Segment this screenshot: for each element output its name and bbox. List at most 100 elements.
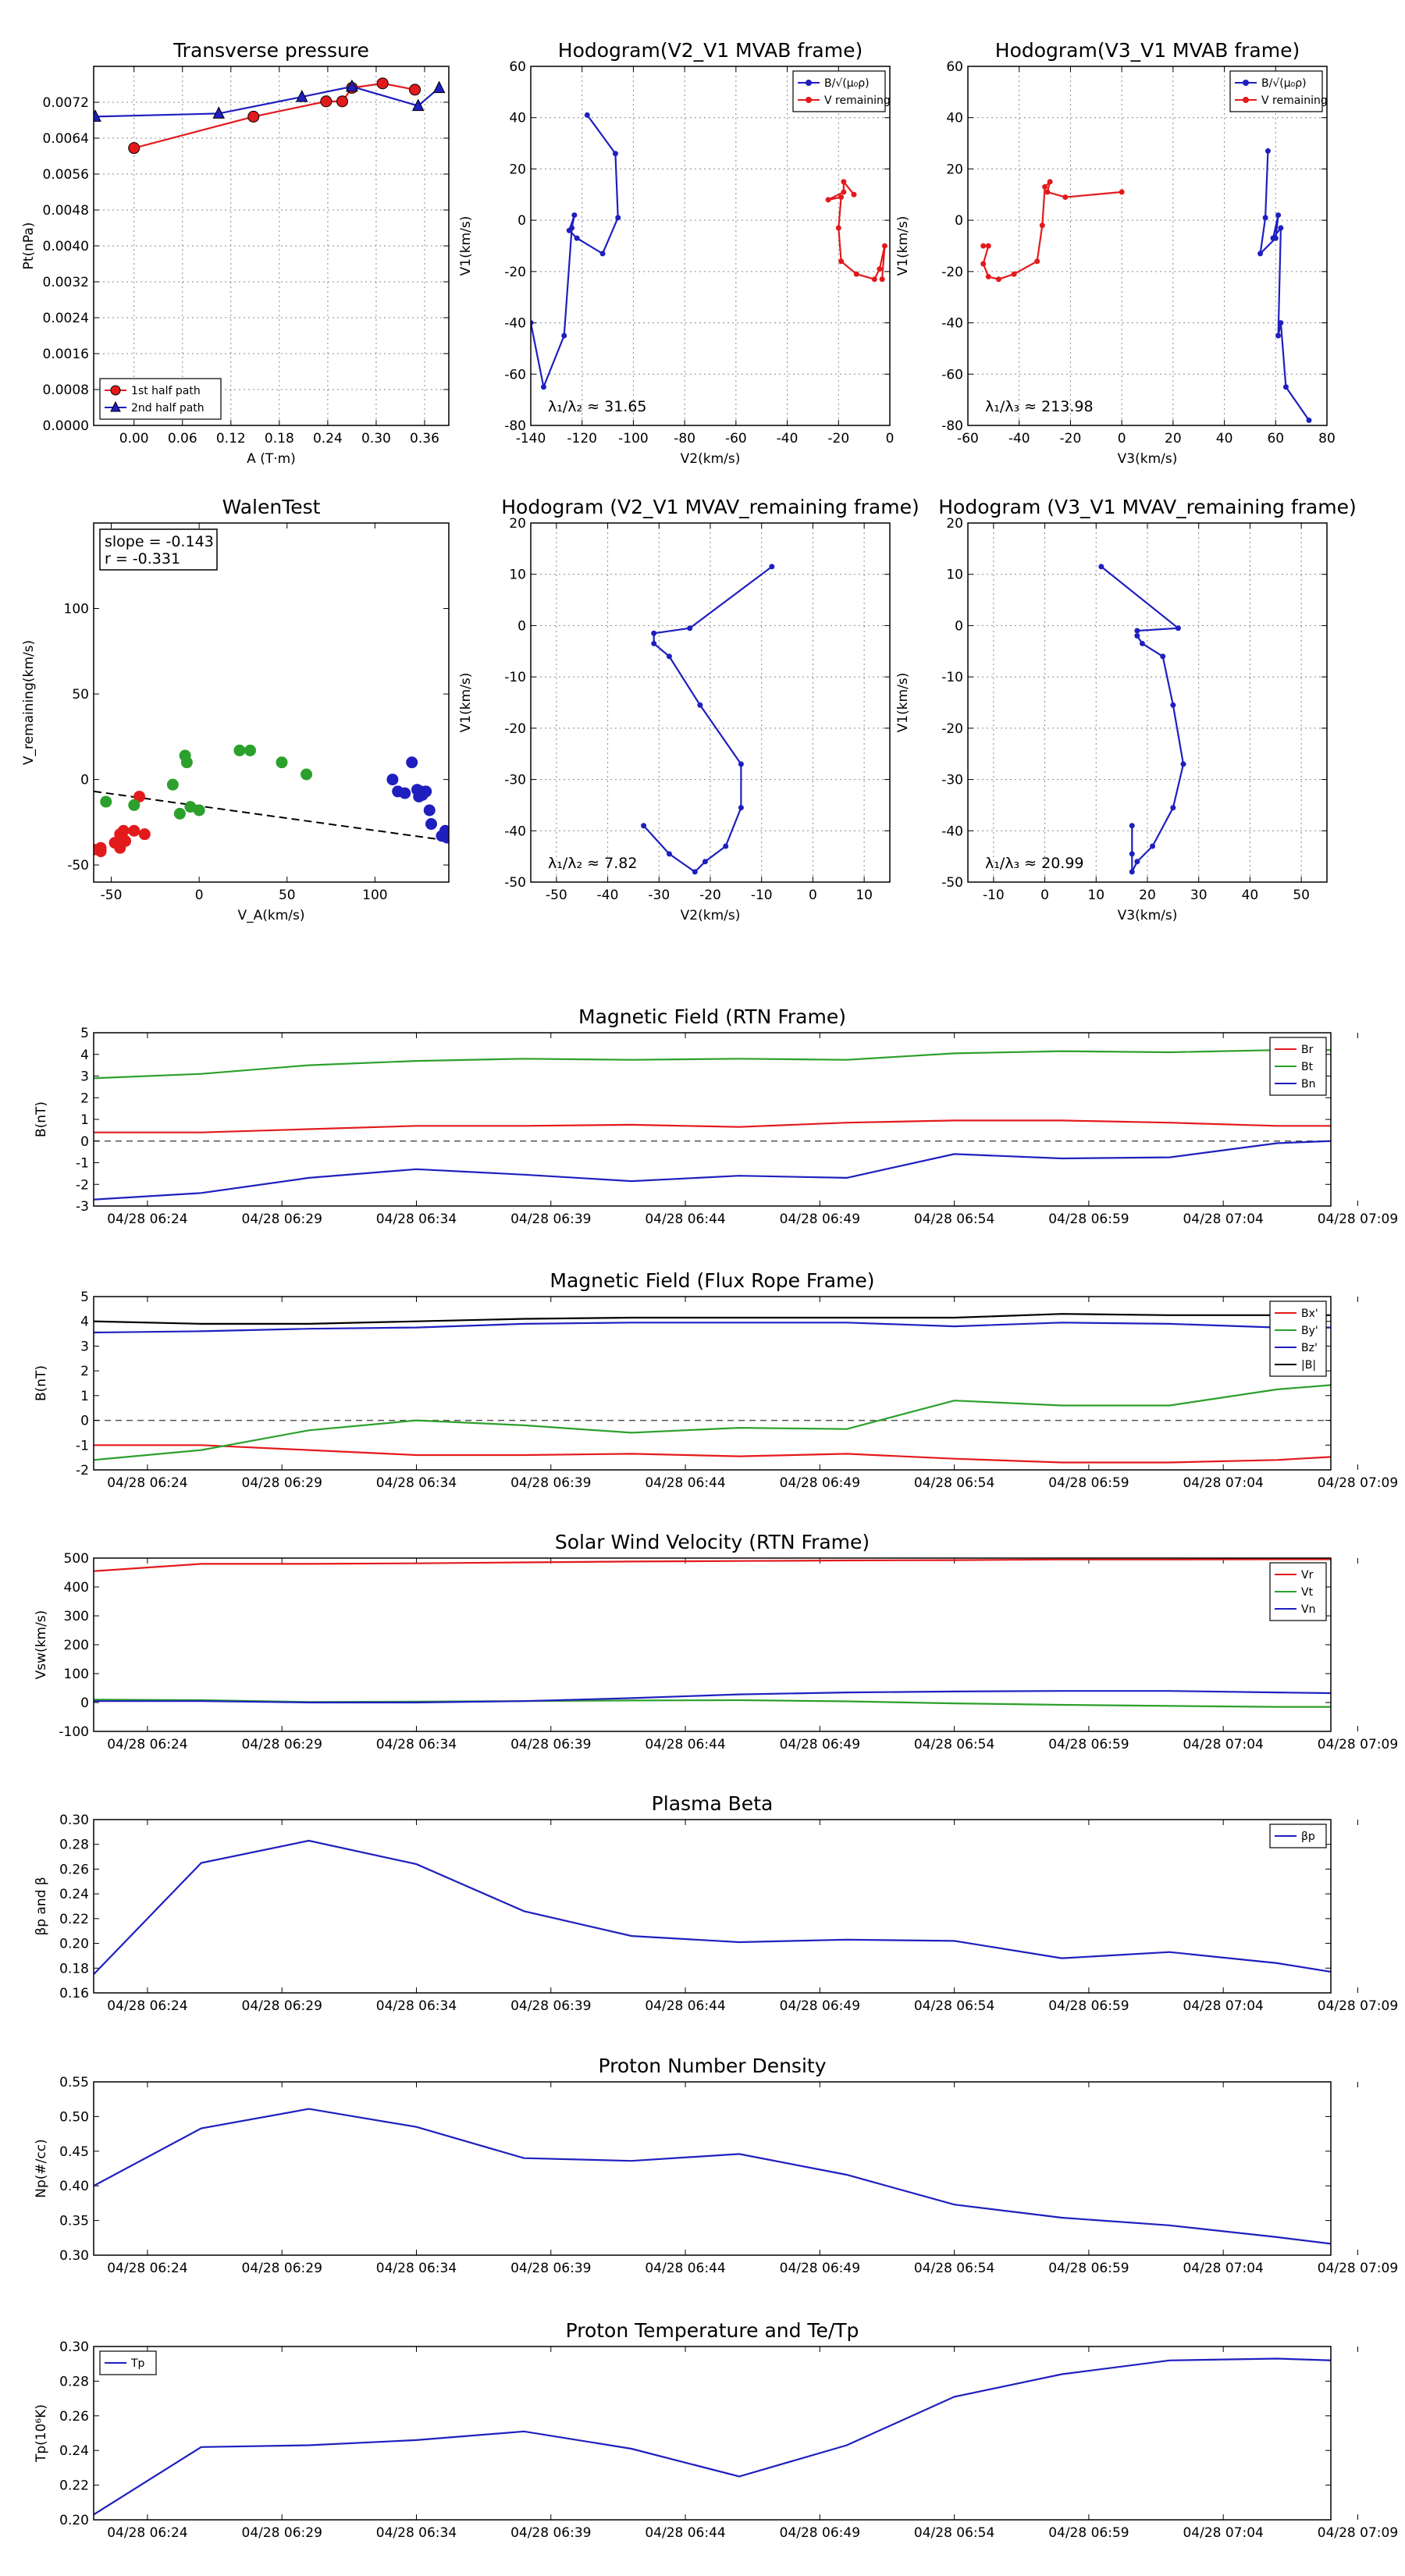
x-tick-label: 04/28 06:49 (780, 2525, 860, 2541)
legend: βp (1269, 1823, 1327, 1848)
y-tick-label: 20 (509, 162, 526, 177)
series-line (94, 1690, 1331, 1704)
data-point (1306, 417, 1312, 423)
x-tick-label: 04/28 06:44 (645, 2261, 725, 2276)
chart-title: Magnetic Field (Flux Rope Frame) (550, 1269, 874, 1292)
scatter-point (441, 831, 449, 844)
data-point (995, 276, 1001, 283)
y-tick-label: 1 (80, 1389, 89, 1404)
series-0 (94, 1839, 1331, 1975)
data-point (877, 266, 883, 272)
x-tick-label: 04/28 06:24 (107, 1737, 187, 1752)
y-tick-label: -50 (504, 875, 526, 891)
ratio-annotation: λ₁/λ₃ ≈ 20.99 (985, 855, 1084, 872)
y-tick-label: 0.20 (59, 1937, 89, 1952)
x-tick-label: 0 (1040, 888, 1049, 903)
x-tick-label: 04/28 06:39 (510, 1212, 591, 1227)
y-tick-label: 3 (80, 1069, 89, 1085)
chart-proton_temperature: Proton Temperature and Te/Tp 04/28 06:24 0… (34, 2319, 1398, 2541)
x-tick-label: 04/28 06:44 (645, 1737, 725, 1752)
data-point (212, 106, 226, 119)
x-tick-label: 60 (1267, 431, 1284, 447)
data-point (1275, 212, 1282, 219)
data-point (599, 251, 606, 257)
x-tick-label: 04/28 06:24 (107, 2525, 187, 2541)
x-tick-label: -20 (1060, 431, 1082, 447)
y-tick-label: 2 (80, 1091, 89, 1106)
legend-label: V remaining (824, 94, 891, 107)
scatter-point (128, 824, 140, 837)
y-axis-label: V1(km/s) (458, 673, 474, 733)
legend-label: Bn (1301, 1078, 1315, 1091)
x-tick-label: -40 (1008, 431, 1030, 447)
data-point (247, 110, 260, 123)
data-point (851, 191, 857, 197)
x-tick-label: 04/28 06:59 (1048, 1737, 1129, 1752)
data-point (1278, 320, 1284, 326)
series-1 (825, 179, 887, 283)
y-tick-label: 4 (80, 1048, 89, 1063)
x-tick-label: -20 (827, 431, 849, 447)
x-tick-label: 50 (1293, 888, 1310, 903)
plot-frame (93, 1819, 1332, 1994)
data-point (295, 89, 308, 102)
x-tick-label: -40 (597, 888, 619, 903)
series-0 (1257, 148, 1312, 423)
data-point (376, 77, 389, 90)
plot-area (94, 1839, 1331, 1975)
legend-label: Vt (1301, 1586, 1314, 1599)
data-point (1139, 640, 1145, 646)
plot-frame (93, 1032, 1332, 1207)
x-tick-label: 04/28 06:34 (376, 2261, 457, 2276)
x-tick-label: 04/28 07:04 (1183, 2261, 1263, 2276)
data-point (1282, 384, 1289, 390)
data-point (1150, 843, 1156, 849)
chart-hodogram_v3v1_mvav: Hodogram (V3_V1 MVAV_remaining frame) -10… (895, 496, 1357, 923)
series-line (95, 85, 440, 118)
x-tick-label: 0 (809, 888, 817, 903)
series-line (94, 1699, 1331, 1708)
y-axis-label: Np(#/cc) (34, 2139, 49, 2197)
series-line (1101, 566, 1185, 873)
legend: B/√(μ₀ρ) V remaining (1229, 70, 1328, 112)
x-tick-label: 04/28 06:24 (107, 1475, 187, 1491)
data-point (1180, 761, 1186, 767)
chart-transverse_pressure: Transverse pressure 0.00 0.06 0.12 0.18 0.24 0… (21, 39, 450, 467)
x-tick-label: 04/28 06:29 (242, 2525, 322, 2541)
data-point (980, 243, 987, 249)
data-point (666, 653, 672, 660)
x-tick-label: 04/28 06:44 (645, 1475, 725, 1491)
x-tick-label: 04/28 06:29 (242, 1475, 322, 1491)
data-point (841, 189, 847, 195)
series-line (94, 2108, 1331, 2245)
y-axis-label: B(nT) (34, 1365, 49, 1401)
series-0 (94, 1558, 1331, 1572)
y-tick-label: 0.26 (59, 2409, 89, 2425)
x-tick-label: -60 (957, 431, 979, 447)
legend-label: 1st half path (131, 385, 201, 397)
y-tick-label: 0.55 (59, 2075, 89, 2090)
x-tick-label: 04/28 06:34 (376, 1475, 457, 1491)
y-tick-label: 10 (509, 568, 526, 583)
data-point (1047, 179, 1053, 185)
series-line (94, 1384, 1331, 1461)
series-0 (94, 790, 151, 858)
plot-frame (967, 522, 1328, 883)
y-tick-label: 100 (64, 602, 89, 617)
data-point (723, 843, 729, 849)
plot-area (94, 1558, 1331, 1708)
x-tick-label: 10 (1087, 888, 1104, 903)
x-tick-label: 04/28 06:49 (780, 1475, 860, 1491)
series-1 (94, 79, 446, 122)
legend-label: Bt (1301, 1061, 1314, 1073)
data-point (651, 630, 657, 636)
data-point (409, 84, 422, 96)
y-tick-label: 0.0008 (43, 382, 89, 398)
series-0 (94, 1119, 1331, 1133)
y-tick-label: 0.20 (59, 2513, 89, 2528)
scatter-point (166, 778, 179, 791)
x-tick-label: 04/28 06:39 (510, 1737, 591, 1752)
y-tick-label: 1 (80, 1112, 89, 1128)
y-tick-label: -20 (941, 265, 963, 280)
x-axis-label: A (T·m) (247, 451, 296, 467)
